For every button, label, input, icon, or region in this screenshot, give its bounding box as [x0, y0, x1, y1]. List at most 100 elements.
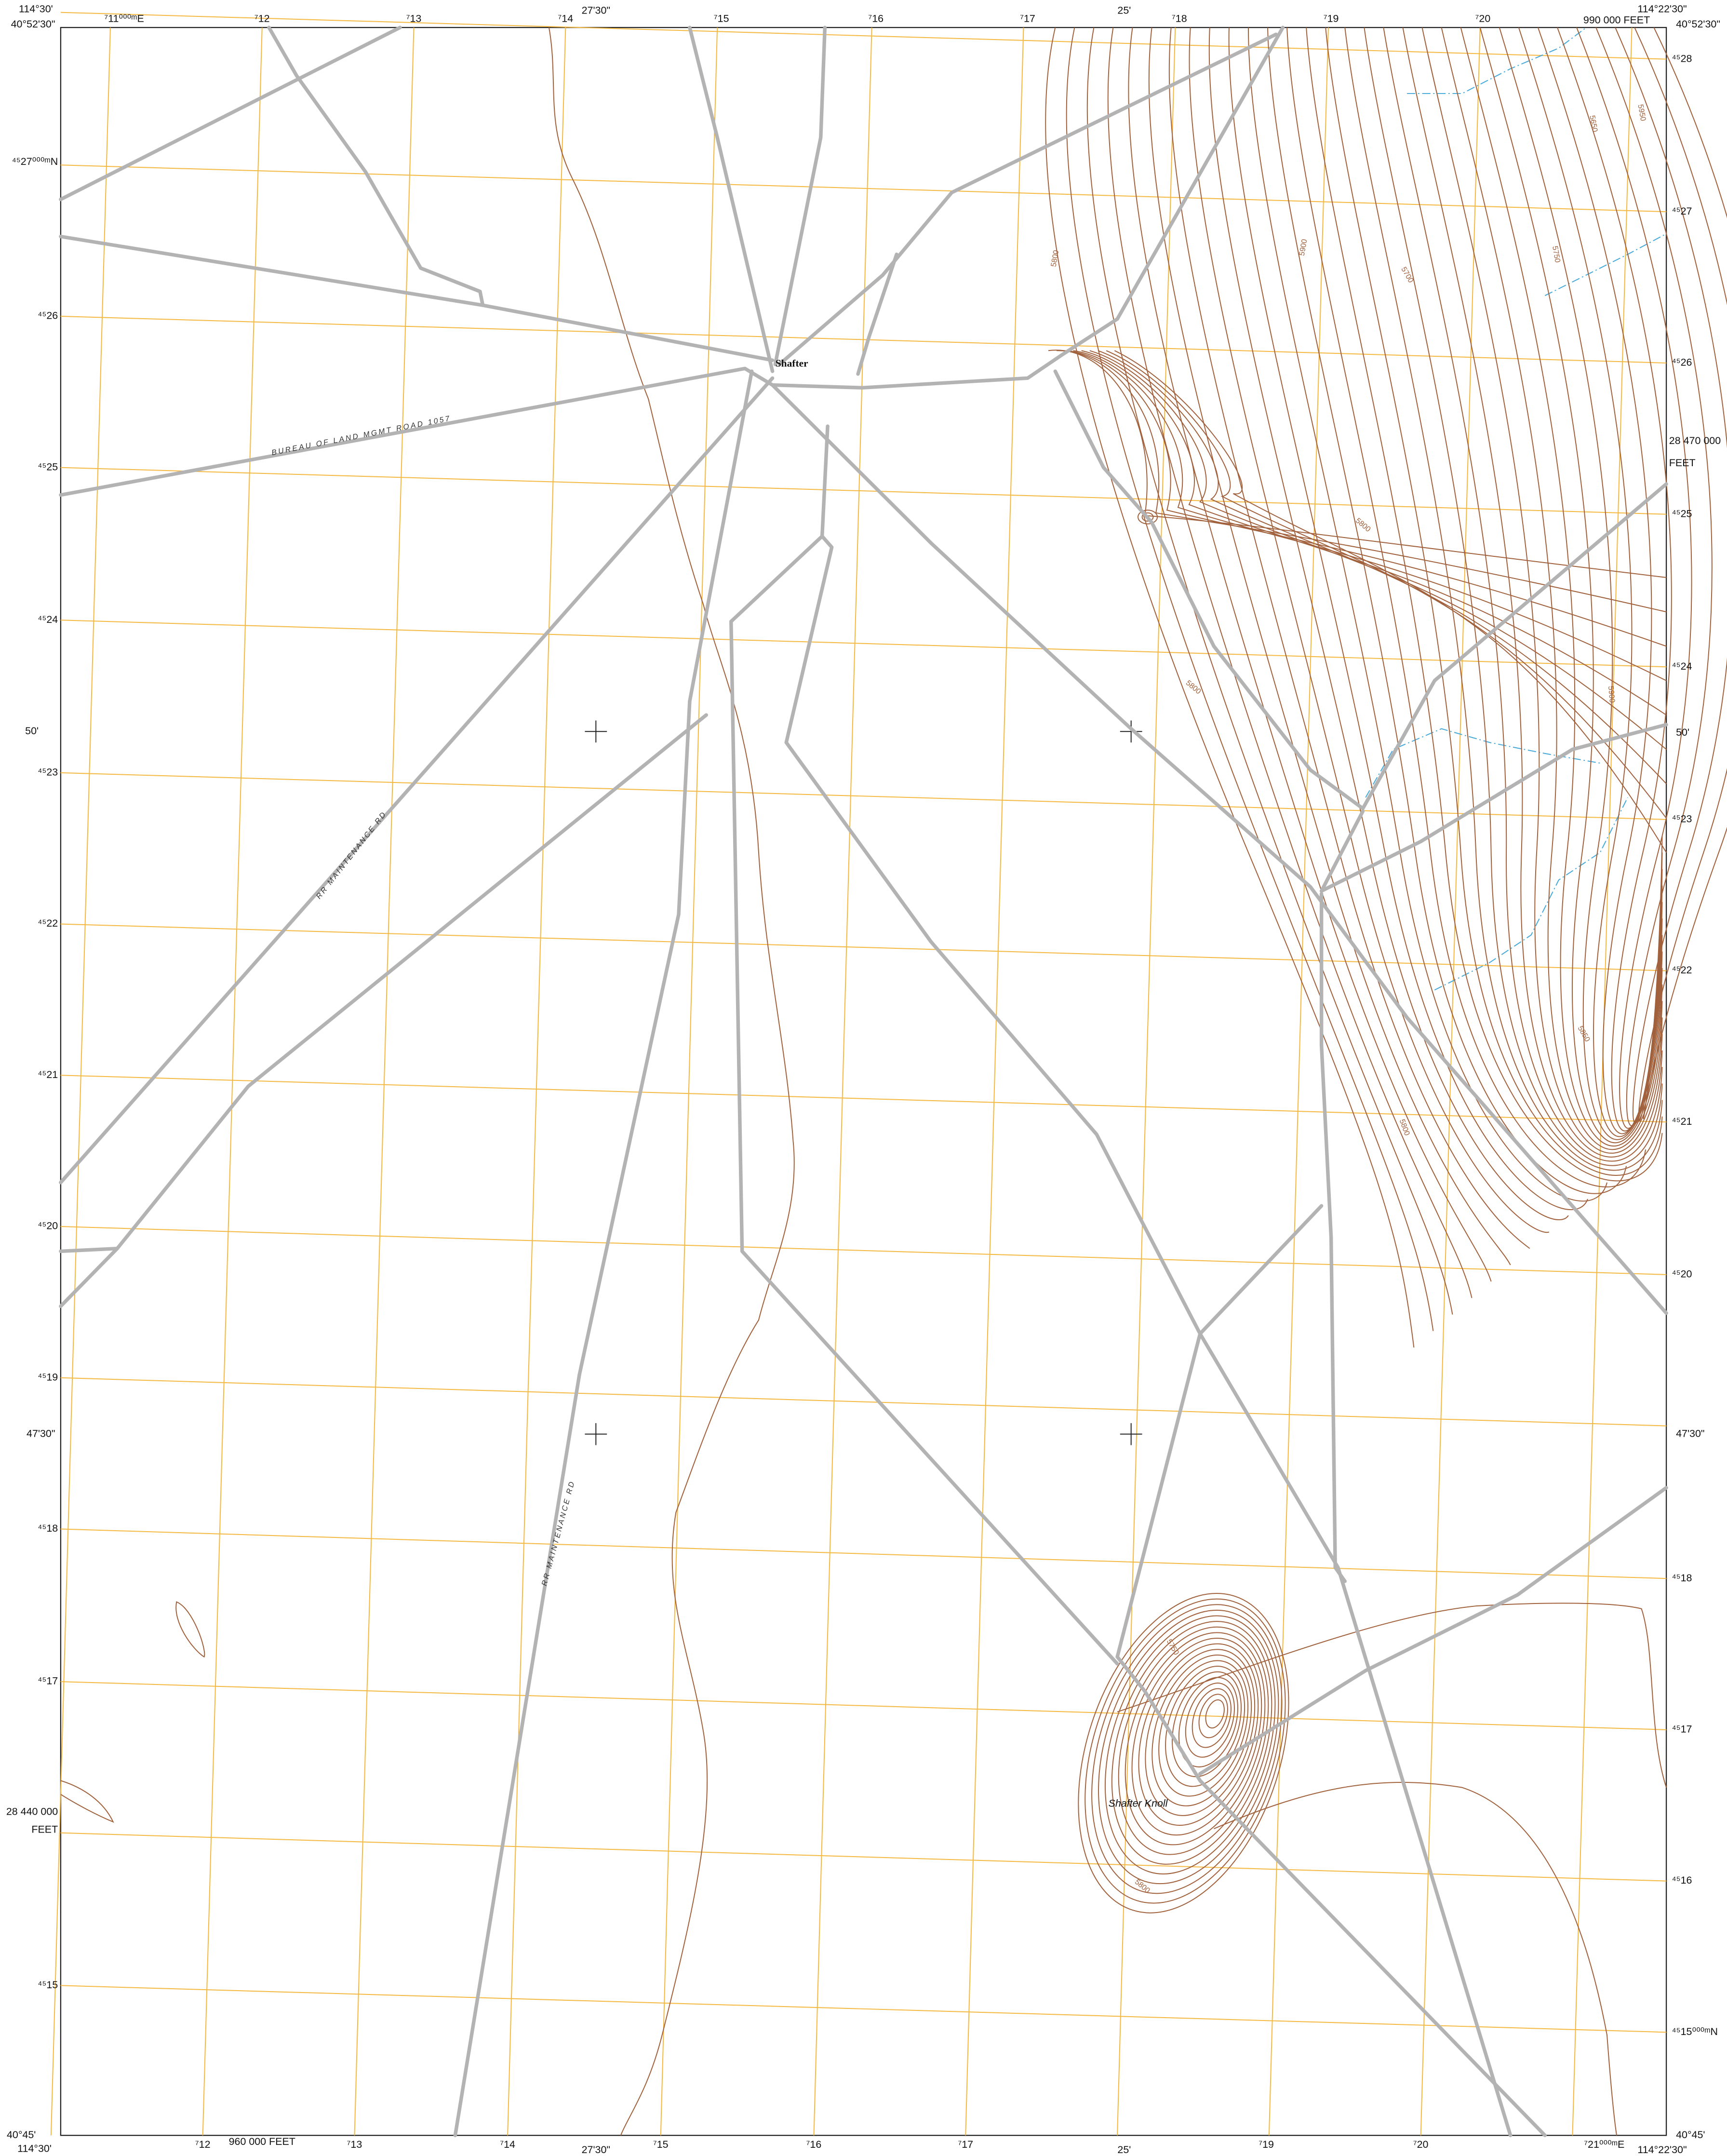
coord-label: ⁴⁵20 [1672, 1268, 1692, 1280]
grid-line [60, 467, 1667, 515]
coord-label: ⁷21⁰⁰⁰ᵐE [1584, 2139, 1624, 2150]
coord-label: ⁷13 [347, 2139, 362, 2150]
coord-label: 47'30" [1676, 1428, 1704, 1439]
coord-label: ⁷11⁰⁰⁰ᵐE [104, 13, 144, 25]
contour-line [1098, 350, 1667, 784]
contour-line [1045, 27, 1415, 1348]
contour-label: 5650 [1588, 115, 1599, 133]
coord-label: 40°52'30" [1676, 18, 1720, 30]
coord-label: ⁴⁵18 [38, 1523, 58, 1534]
coord-label: ⁷19 [1324, 13, 1339, 25]
contour-line [1214, 1781, 1618, 2136]
contour-line [1634, 27, 1727, 1122]
contour-line [1208, 27, 1569, 1221]
coord-label: ⁷20 [1475, 13, 1491, 25]
coord-label: ⁴⁵18 [1672, 1572, 1692, 1584]
road [1053, 369, 1668, 810]
contour-line [1198, 1694, 1228, 1738]
contour-line [1286, 27, 1647, 1187]
grid-line [1572, 27, 1633, 2136]
contour-line [1141, 512, 1154, 522]
road [59, 26, 402, 202]
contour-line [1306, 27, 1663, 1182]
contour-line [1615, 27, 1727, 1124]
coord-label: FEET [1669, 457, 1696, 469]
contour-line [1128, 27, 1492, 1282]
road [688, 26, 775, 373]
contour-line [1089, 350, 1667, 750]
coord-label: 990 000 FEET [1583, 14, 1650, 26]
grid-line [60, 1832, 1667, 1882]
coord-label: 25' [1117, 4, 1131, 16]
contour-line [1111, 1621, 1272, 1865]
coord-label: ⁷16 [806, 2139, 822, 2150]
coord-label: ⁴⁵24 [38, 614, 58, 625]
coord-label: ⁷15 [714, 13, 729, 25]
coord-label: ⁴⁵22 [1672, 964, 1692, 976]
coord-label: ⁴⁵15 [38, 1979, 58, 1991]
grid-line [1117, 27, 1176, 2136]
coord-label: ⁴⁵23 [38, 767, 58, 778]
grid-line [1268, 27, 1329, 2136]
contour-line [1073, 350, 1667, 681]
road [773, 26, 827, 366]
coord-label: 28 470 000 [1669, 435, 1721, 446]
roads [59, 26, 1668, 2137]
coord-label: ⁴⁵19 [38, 1371, 58, 1383]
coord-label: 114°30' [19, 3, 53, 15]
grid-line [50, 27, 111, 2136]
coord-label: ⁷12 [195, 2139, 211, 2150]
contour-line [1078, 1593, 1289, 1913]
contour-line [1189, 27, 1550, 1233]
coord-label: 27'30" [582, 4, 610, 16]
map-frame [60, 27, 1667, 2136]
coord-label: 40°52'30" [11, 18, 55, 30]
coord-label: 114°22'30" [1637, 2144, 1687, 2156]
road [59, 713, 708, 1308]
coord-label: ⁴⁵25 [1672, 508, 1692, 519]
contour-line [1081, 350, 1667, 715]
contour-line [1138, 1643, 1259, 1826]
grid-line [60, 1226, 1667, 1275]
stream [1434, 797, 1628, 991]
contour-line [1048, 350, 1667, 578]
coord-label: ⁴⁵17 [38, 1675, 58, 1687]
contour-line [1104, 1615, 1276, 1874]
grid-line [60, 164, 1667, 213]
coord-label: 114°22'30" [1637, 3, 1687, 15]
coord-label: ⁷14 [500, 2139, 515, 2150]
road [1319, 892, 1347, 1583]
coord-label: ⁷20 [1413, 2139, 1429, 2150]
coord-label: 960 000 FEET [229, 2136, 295, 2147]
coord-label: ⁴⁵21 [38, 1069, 58, 1080]
grid-line [507, 27, 566, 2136]
coord-label: 47'30" [27, 1428, 55, 1439]
contour-line [1228, 27, 1588, 1211]
grid-line [60, 1681, 1667, 1730]
contour-line [1158, 1660, 1249, 1797]
coord-label: 40°45' [1676, 2129, 1705, 2141]
coord-label: ⁷16 [868, 13, 884, 25]
coord-label: ⁴⁵24 [1672, 660, 1692, 672]
contour-line [1460, 27, 1663, 1147]
contour-line [1518, 27, 1663, 1137]
road [777, 32, 1278, 366]
contour-line [1205, 1699, 1225, 1729]
contour-line [1171, 1671, 1242, 1778]
contours [60, 27, 1727, 2136]
coord-label: ⁴⁵23 [1672, 813, 1692, 824]
contour-line [1145, 1649, 1256, 1816]
coord-label: 27'30" [582, 2144, 610, 2156]
road [59, 376, 775, 1185]
coord-label: ⁷19 [1258, 2139, 1274, 2150]
contour-line [1402, 27, 1663, 1158]
contour-line [1364, 27, 1663, 1166]
grid-line [60, 1075, 1667, 1123]
coord-label: 114°30' [17, 2143, 52, 2154]
contour-line [1057, 350, 1667, 613]
coord-label: ⁷18 [1172, 13, 1187, 25]
coord-label: ⁷17 [1020, 13, 1035, 25]
coord-label: 50' [1676, 727, 1689, 738]
